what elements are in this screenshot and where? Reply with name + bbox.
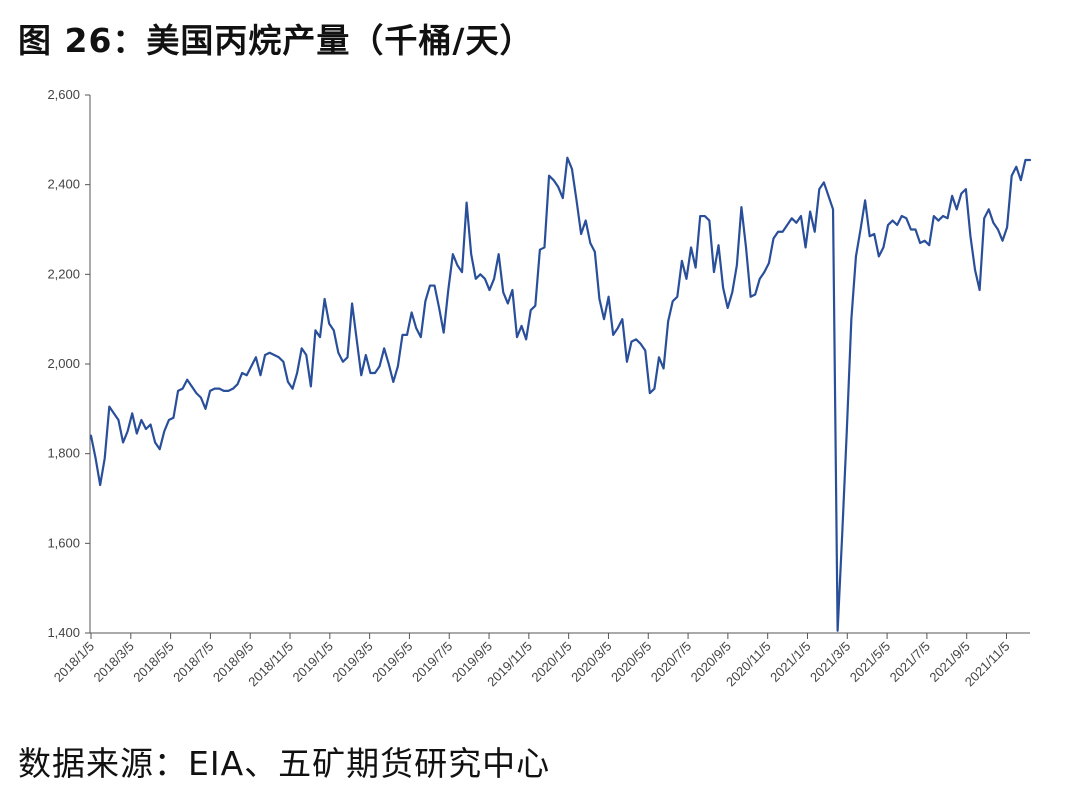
x-tick-label: 2021/3/5 [807,639,853,685]
y-tick-label: 1,800 [47,446,80,461]
x-tick-label: 2021/7/5 [887,639,933,685]
x-tick-label: 2018/1/5 [51,639,97,685]
x-tick-label: 2021/5/5 [847,639,893,685]
x-tick-label: 2019/7/5 [409,639,455,685]
x-tick-label: 2018/5/5 [130,639,176,685]
y-tick-label: 2,600 [47,87,80,102]
y-tick-label: 2,000 [47,356,80,371]
y-tick-label: 2,400 [47,177,80,192]
y-tick-label: 1,600 [47,535,80,550]
x-tick-label: 2020/1/5 [528,639,574,685]
x-tick-label: 2019/5/5 [369,639,415,685]
y-tick-label: 2,200 [47,266,80,281]
x-tick-label: 2020/7/5 [648,639,694,685]
series-group [89,156,1032,632]
x-tick-label: 2018/3/5 [91,639,137,685]
x-axis: 2018/1/52018/3/52018/5/52018/7/52018/9/5… [51,632,1030,689]
x-tick-label: 2019/3/5 [329,639,375,685]
x-tick-label: 2021/1/5 [767,639,813,685]
x-tick-label: 2019/1/5 [290,639,336,685]
y-axis: 1,400 1,600 1,800 2,000 2,200 2,400 2,600 [47,87,91,640]
series-line-propane-production [89,156,1032,632]
x-tick-label: 2020/3/5 [568,639,614,685]
x-tick-label: 2018/7/5 [170,639,216,685]
x-tick-label: 2020/5/5 [608,639,654,685]
data-source-note: 数据来源：EIA、五矿期货研究中心 [18,744,551,783]
chart-title: 图 26：美国丙烷产量（千桶/天） [18,21,534,60]
y-tick-label: 1,400 [47,625,80,640]
